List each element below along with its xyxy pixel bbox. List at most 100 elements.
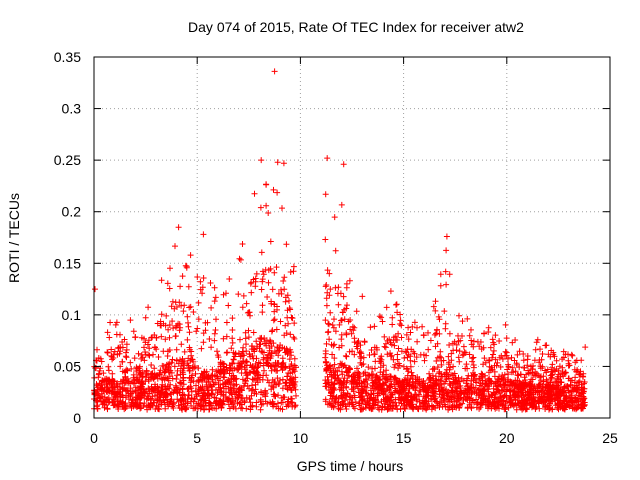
data-point [432,377,439,384]
data-point [164,280,171,287]
data-point [263,181,270,188]
data-point [522,377,529,383]
data-point [323,365,330,372]
data-point [505,404,512,411]
data-point [449,402,456,409]
data-point [230,349,237,356]
data-point [193,328,200,335]
data-point [404,376,411,383]
data-point [395,345,402,352]
data-point [247,280,254,287]
data-point [163,312,170,319]
data-point [200,231,207,238]
data-point [538,393,545,400]
data-point [225,377,232,383]
data-point [366,396,373,403]
data-point [265,267,272,274]
data-point [487,378,494,385]
data-point [186,304,193,311]
data-point [179,273,186,280]
data-point [182,405,188,412]
data-point [384,337,391,344]
data-point [177,397,184,404]
data-point [430,303,437,310]
data-point [330,403,337,410]
data-point [206,336,213,342]
data-point [395,360,402,367]
data-point [156,406,163,413]
data-point [332,284,339,291]
data-point [173,346,180,353]
data-point [260,271,267,278]
data-point [274,303,280,310]
data-point [407,353,414,360]
data-point [338,317,344,324]
data-point [547,405,553,412]
data-point [130,328,137,335]
data-point [109,398,116,405]
data-point [565,387,572,394]
y-tick-label: 0.35 [54,49,81,65]
data-point [258,157,265,164]
data-point [383,382,390,389]
data-point [287,269,294,275]
data-point [383,304,390,311]
data-point [288,314,295,321]
data-point [240,352,247,359]
data-point [553,357,560,364]
data-point [381,343,388,350]
data-point [416,393,422,400]
data-point [162,366,169,373]
data-point [150,399,157,406]
data-point [220,398,227,405]
data-point [239,304,246,311]
data-point [257,396,264,403]
data-point [470,362,477,368]
data-point [145,304,152,311]
data-point [491,403,497,410]
data-point [519,405,526,412]
data-point [148,362,155,368]
data-point [393,301,399,308]
data-point [195,299,202,306]
data-point [324,373,331,380]
data-point [247,403,254,410]
data-point [443,247,450,254]
data-point [410,384,417,391]
data-point [516,348,523,355]
data-point [378,398,385,405]
data-point [249,364,256,371]
data-point [568,398,574,405]
data-point [372,385,379,392]
data-point [485,324,492,331]
data-point [393,301,400,308]
data-point [216,401,223,408]
data-point [460,397,467,403]
data-point [249,376,256,383]
data-point [220,366,227,373]
data-point [354,340,361,347]
data-point [347,326,354,333]
data-point [166,285,173,292]
data-point [389,391,395,398]
data-point [400,387,407,394]
data-point [280,278,287,284]
data-point [346,401,353,408]
data-point [185,283,192,290]
data-point [505,361,512,368]
data-point [333,394,340,401]
data-point [456,358,463,365]
data-point [371,351,378,358]
data-point [537,346,543,353]
data-point [340,293,347,300]
data-point [555,383,562,390]
data-point [110,355,117,361]
data-point [258,249,265,256]
data-point [214,348,220,355]
data-point [131,377,138,384]
data-point [401,355,408,361]
data-point [281,394,288,401]
data-point [469,355,476,362]
data-point [443,233,450,240]
